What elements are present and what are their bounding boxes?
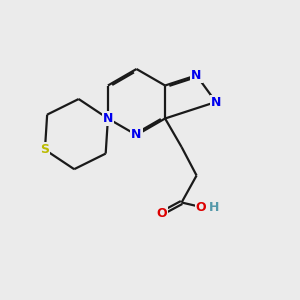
Text: N: N: [191, 69, 202, 82]
Text: O: O: [196, 200, 206, 214]
Text: N: N: [131, 128, 142, 142]
Text: N: N: [103, 112, 113, 125]
Text: S: S: [40, 143, 50, 156]
Text: H: H: [208, 200, 219, 214]
Text: N: N: [211, 95, 221, 109]
Text: O: O: [157, 206, 167, 220]
